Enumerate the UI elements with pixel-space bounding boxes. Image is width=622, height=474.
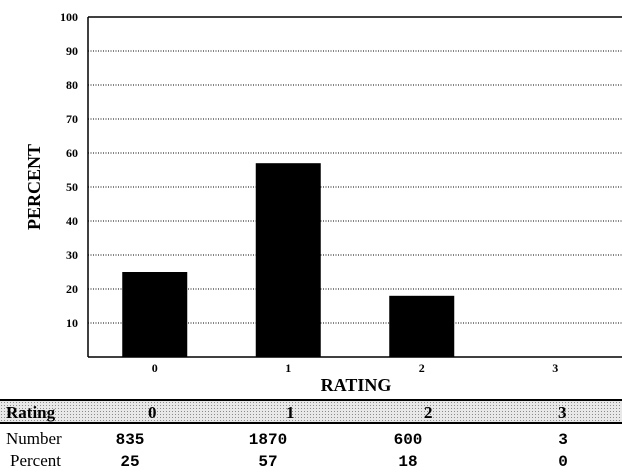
y-tick-label-30: 30: [66, 248, 78, 262]
x-tick-labels: 0 1 2 3: [152, 361, 559, 375]
y-tick-label-50: 50: [66, 180, 78, 194]
bar-rating-0: [122, 272, 188, 357]
bar-chart: 10 20 30 40 50 60 70 80 90 100 0 1 2 3 PERCENT RATIN…: [24, 10, 622, 395]
bar-rating-1: [255, 163, 321, 357]
y-tick-label-70: 70: [66, 112, 78, 126]
row-label-percent: Percent: [10, 451, 61, 470]
y-tick-label-10: 10: [66, 316, 78, 330]
header-rating-1: 1: [286, 403, 295, 422]
y-tick-label-40: 40: [66, 214, 78, 228]
y-tick-label-60: 60: [66, 146, 78, 160]
table-header-row: Rating 0 1 2 3: [0, 399, 622, 424]
gridlines: [88, 16, 622, 324]
y-tick-label-100: 100: [60, 10, 78, 24]
bar-rating-2: [389, 295, 455, 357]
header-rating-label: Rating: [6, 403, 56, 422]
x-tick-label-2: 2: [419, 361, 425, 375]
x-tick-label-1: 1: [285, 361, 291, 375]
x-axis-title: RATING: [321, 375, 392, 395]
cell-percent-2: 18: [398, 453, 418, 471]
x-tick-label-0: 0: [152, 361, 158, 375]
cell-number-1: 1870: [248, 431, 288, 449]
y-tick-labels: 10 20 30 40 50 60 70 80 90 100: [60, 10, 78, 330]
bars: [122, 163, 455, 357]
cell-percent-0: 25: [120, 453, 140, 471]
y-tick-label-20: 20: [66, 282, 78, 296]
y-tick-label-90: 90: [66, 44, 78, 58]
x-tick-label-3: 3: [552, 361, 558, 375]
header-rating-0: 0: [148, 403, 157, 422]
header-rating-3: 3: [558, 403, 567, 422]
cell-percent-3: 0: [558, 453, 568, 471]
header-rating-2: 2: [424, 403, 433, 422]
y-tick-label-80: 80: [66, 78, 78, 92]
cell-number-2: 600: [393, 431, 423, 449]
cell-number-3: 3: [558, 431, 568, 449]
data-table: Rating 0 1 2 3 Number 835 1870 600 3 Per…: [0, 399, 622, 474]
cell-number-0: 835: [115, 431, 145, 449]
y-axis-title: PERCENT: [24, 144, 44, 230]
cell-percent-1: 57: [258, 453, 278, 471]
row-label-number: Number: [6, 429, 62, 448]
